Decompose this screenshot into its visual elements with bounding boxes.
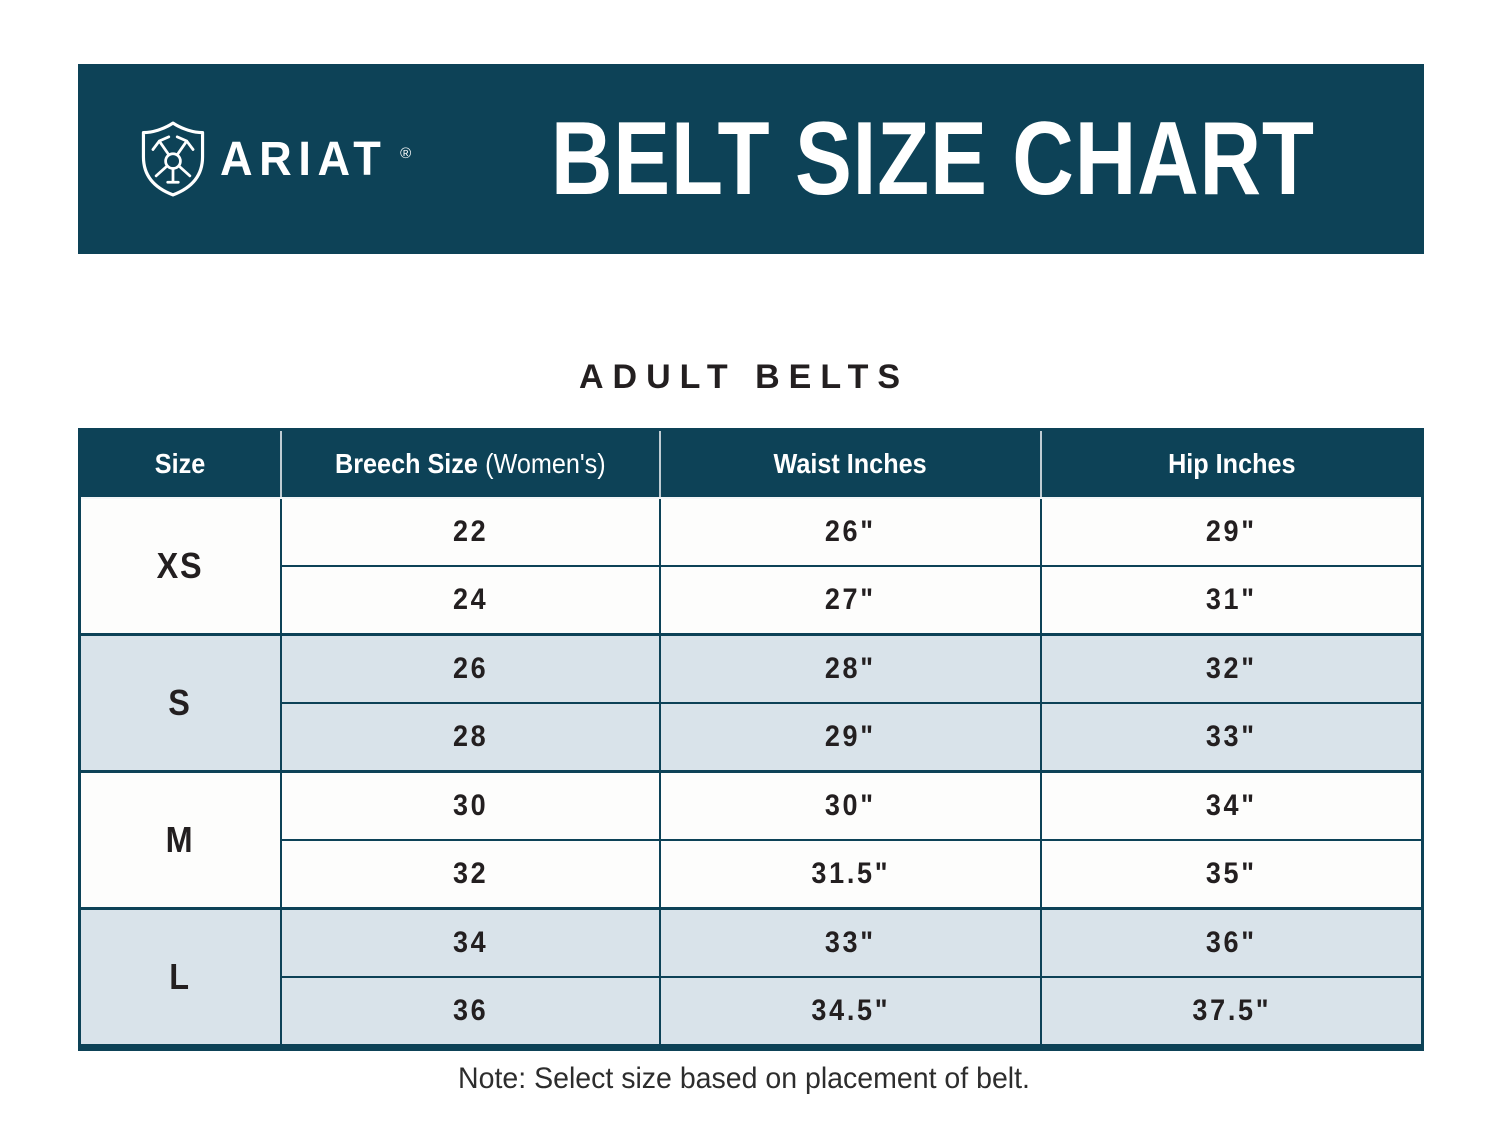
- brand-wordmark: ARIAT: [220, 132, 388, 186]
- waist-cell: 26": [659, 498, 1043, 566]
- banner-title-wrap: BELT SIZE CHART: [411, 100, 1424, 219]
- breech-cell: 32: [280, 839, 661, 909]
- table-row: XS 22 26" 29": [79, 498, 1423, 635]
- table-body: XS 22 26" 29" 24 27" 31" S 26 28" 32" 28…: [79, 498, 1423, 1048]
- breech-cell: 26: [280, 633, 661, 703]
- breech-cell: 30: [280, 770, 661, 840]
- waist-cell: 31.5": [659, 839, 1043, 909]
- size-group-cell-l: L: [79, 907, 282, 1048]
- hip-cell: 32": [1041, 633, 1423, 703]
- breech-cell: 34: [280, 907, 661, 977]
- header-banner: ARIAT ® BELT SIZE CHART: [78, 64, 1424, 254]
- waist-cell: 33": [659, 907, 1043, 977]
- belt-size-table: Size Breech Size (Women's) Waist Inches H…: [78, 428, 1424, 1051]
- table-header: Size Breech Size (Women's) Waist Inches H…: [79, 429, 1423, 499]
- col-header-size: Size: [79, 429, 282, 499]
- footnote: Note: Select size based on placement of …: [0, 1062, 1488, 1096]
- hip-cell: 34": [1041, 770, 1423, 840]
- table-row: 32 31.5" 35": [80, 839, 1423, 909]
- hip-cell: 29": [1041, 498, 1423, 566]
- table-header-row: Size Breech Size (Women's) Waist Inches H…: [79, 429, 1423, 499]
- col-header-size-label: Size: [155, 448, 206, 479]
- footnote-text: Note: Select size based on placement of …: [458, 1062, 1030, 1095]
- col-header-breech-label: Breech Size (Women's): [334, 448, 606, 479]
- waist-cell: 30": [659, 770, 1043, 840]
- waist-cell: 34.5": [659, 976, 1043, 1048]
- col-header-hip-inches: Hip Inches: [1041, 429, 1423, 499]
- waist-cell: 27": [659, 565, 1043, 635]
- hip-cell: 33": [1041, 702, 1423, 772]
- page-title: BELT SIZE CHART: [550, 100, 1315, 217]
- size-group-cell-s: S: [79, 633, 282, 772]
- size-group-cell-xs: XS: [79, 498, 282, 635]
- col-header-breech-size: Breech Size (Women's): [280, 429, 661, 499]
- table-row: 24 27" 31": [80, 565, 1423, 635]
- col-header-waist-inches: Waist Inches: [659, 429, 1043, 499]
- hip-cell: 36": [1041, 907, 1423, 977]
- table-row: L 34 33" 36": [79, 907, 1423, 1048]
- registered-trademark-mark: ®: [400, 145, 412, 162]
- table-row: 28 29" 33": [80, 702, 1423, 772]
- ariat-shield-icon: [140, 121, 206, 197]
- table-row: S 26 28" 32": [79, 633, 1423, 772]
- table-row: M 30 30" 34": [79, 770, 1423, 909]
- hip-cell: 37.5": [1041, 976, 1423, 1048]
- waist-cell: 28": [659, 633, 1043, 703]
- ariat-brand-logo: ARIAT ®: [140, 121, 411, 197]
- hip-cell: 35": [1041, 839, 1423, 909]
- breech-cell: 24: [280, 565, 661, 635]
- breech-cell: 36: [280, 976, 661, 1048]
- col-header-waist-label: Waist Inches: [773, 448, 927, 479]
- breech-cell: 28: [280, 702, 661, 772]
- hip-cell: 31": [1041, 565, 1423, 635]
- breech-cell: 22: [280, 498, 661, 566]
- section-title: ADULT BELTS: [578, 358, 910, 396]
- size-group-cell-m: M: [79, 770, 282, 909]
- col-header-hip-label: Hip Inches: [1167, 448, 1296, 479]
- waist-cell: 29": [659, 702, 1043, 772]
- table-row: 36 34.5" 37.5": [80, 976, 1423, 1048]
